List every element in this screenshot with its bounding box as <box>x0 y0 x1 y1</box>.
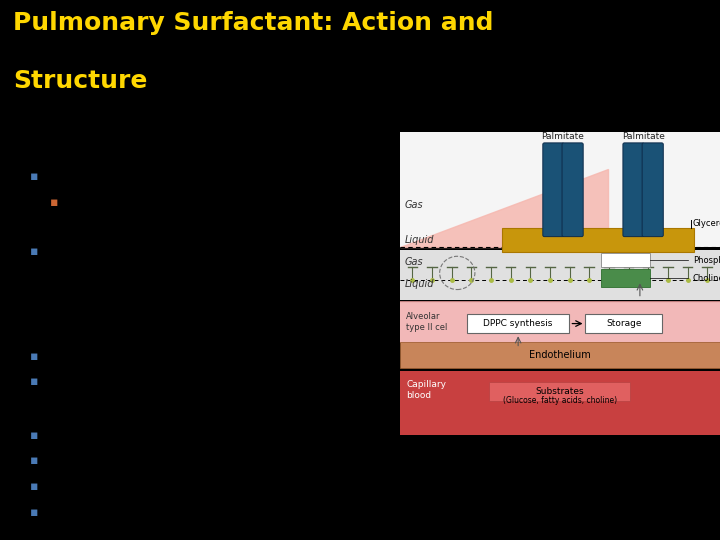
Text: Gas: Gas <box>405 200 423 210</box>
Polygon shape <box>400 168 608 247</box>
Text: Glycerol: Glycerol <box>693 219 720 228</box>
Bar <box>502 227 694 252</box>
Text: ▪: ▪ <box>30 454 38 468</box>
Text: DPPC synthesis: DPPC synthesis <box>483 319 553 328</box>
Bar <box>400 342 720 368</box>
Text: Phosphate: Phosphate <box>693 256 720 265</box>
Bar <box>400 371 720 435</box>
Text: □: □ <box>10 531 22 540</box>
Text: ▪: ▪ <box>30 245 38 258</box>
Text: ▪: ▪ <box>30 375 38 388</box>
Bar <box>400 250 720 300</box>
Text: □: □ <box>10 401 22 414</box>
Text: Structure and Composition:: Structure and Composition: <box>30 143 213 156</box>
Bar <box>490 382 630 401</box>
Text: Regulation of Synthesis and Secretion:: Regulation of Synthesis and Secretion: <box>30 531 288 540</box>
Text: □: □ <box>10 143 22 156</box>
Text: Alveolar type II cells.: Alveolar type II cells. <box>46 349 176 362</box>
Text: ▪: ▪ <box>30 170 38 183</box>
FancyBboxPatch shape <box>398 302 720 342</box>
Text: Functions of Surfactant :: Functions of Surfactant : <box>30 401 194 414</box>
Bar <box>601 269 649 287</box>
Text: Choline: Choline <box>693 274 720 283</box>
Text: Palmitate: Palmitate <box>621 132 665 141</box>
FancyBboxPatch shape <box>562 143 583 237</box>
Text: (Glucose, fatty acids, choline): (Glucose, fatty acids, choline) <box>503 396 617 405</box>
Text: Pulmonary Surfactant: Action and: Pulmonary Surfactant: Action and <box>13 11 493 35</box>
Text: ▪: ▪ <box>30 429 38 442</box>
Text: Storage: Storage <box>606 319 642 328</box>
FancyBboxPatch shape <box>543 143 564 237</box>
Text: Liquid: Liquid <box>405 235 434 245</box>
Text: Pulmonary surfactant is a mixture of lipoprotein:: Pulmonary surfactant is a mixture of lip… <box>46 170 350 183</box>
Text: Helps to prevent edema in the lung: Helps to prevent edema in the lung <box>46 480 272 493</box>
Text: Gas: Gas <box>405 256 423 267</box>
Text: Structure: Structure <box>13 69 148 93</box>
Text: Palmitate: Palmitate <box>541 132 585 141</box>
Text: Alveolar
type II cel: Alveolar type II cel <box>406 312 447 332</box>
Text: ▪: ▪ <box>30 480 38 493</box>
Text: Prevents lung collapse: Prevents lung collapse <box>46 429 187 442</box>
Bar <box>400 132 720 247</box>
Bar <box>467 314 570 333</box>
Text: ▪: ▪ <box>30 349 38 362</box>
Text: Liquid: Liquid <box>405 279 434 288</box>
Text: decreases the work of breathing: decreases the work of breathing <box>46 506 249 519</box>
Text: Endothelium: Endothelium <box>529 350 590 360</box>
FancyBboxPatch shape <box>642 143 663 237</box>
Bar <box>601 253 649 267</box>
Text: ▪: ▪ <box>30 506 38 519</box>
Text: Source:: Source: <box>30 322 80 335</box>
Text: lipids (85% to 90%, predominantly
phospholipids) and proteins (10% to 15%): lipids (85% to 90%, predominantly phosph… <box>62 196 325 224</box>
FancyBboxPatch shape <box>623 143 644 237</box>
Text: Promotes alveolar stability: Promotes alveolar stability <box>46 454 212 468</box>
Text: Surface tension between the
    fluid and the air is 7-14 times
    more than th: Surface tension between the fluid and th… <box>443 450 677 524</box>
Text: ▪: ▪ <box>50 196 58 209</box>
Text: Substrates: Substrates <box>536 387 584 396</box>
Bar <box>585 314 662 333</box>
Text: □: □ <box>10 322 22 335</box>
Text: Capillary
blood: Capillary blood <box>406 380 446 400</box>
Text: The principal surface tension- lowering agent in
surfactant is dipalmitoylphosph: The principal surface tension- lowering … <box>46 245 346 288</box>
Text: Electron-dense lamellar inclusion bodies.: Electron-dense lamellar inclusion bodies… <box>46 375 303 388</box>
